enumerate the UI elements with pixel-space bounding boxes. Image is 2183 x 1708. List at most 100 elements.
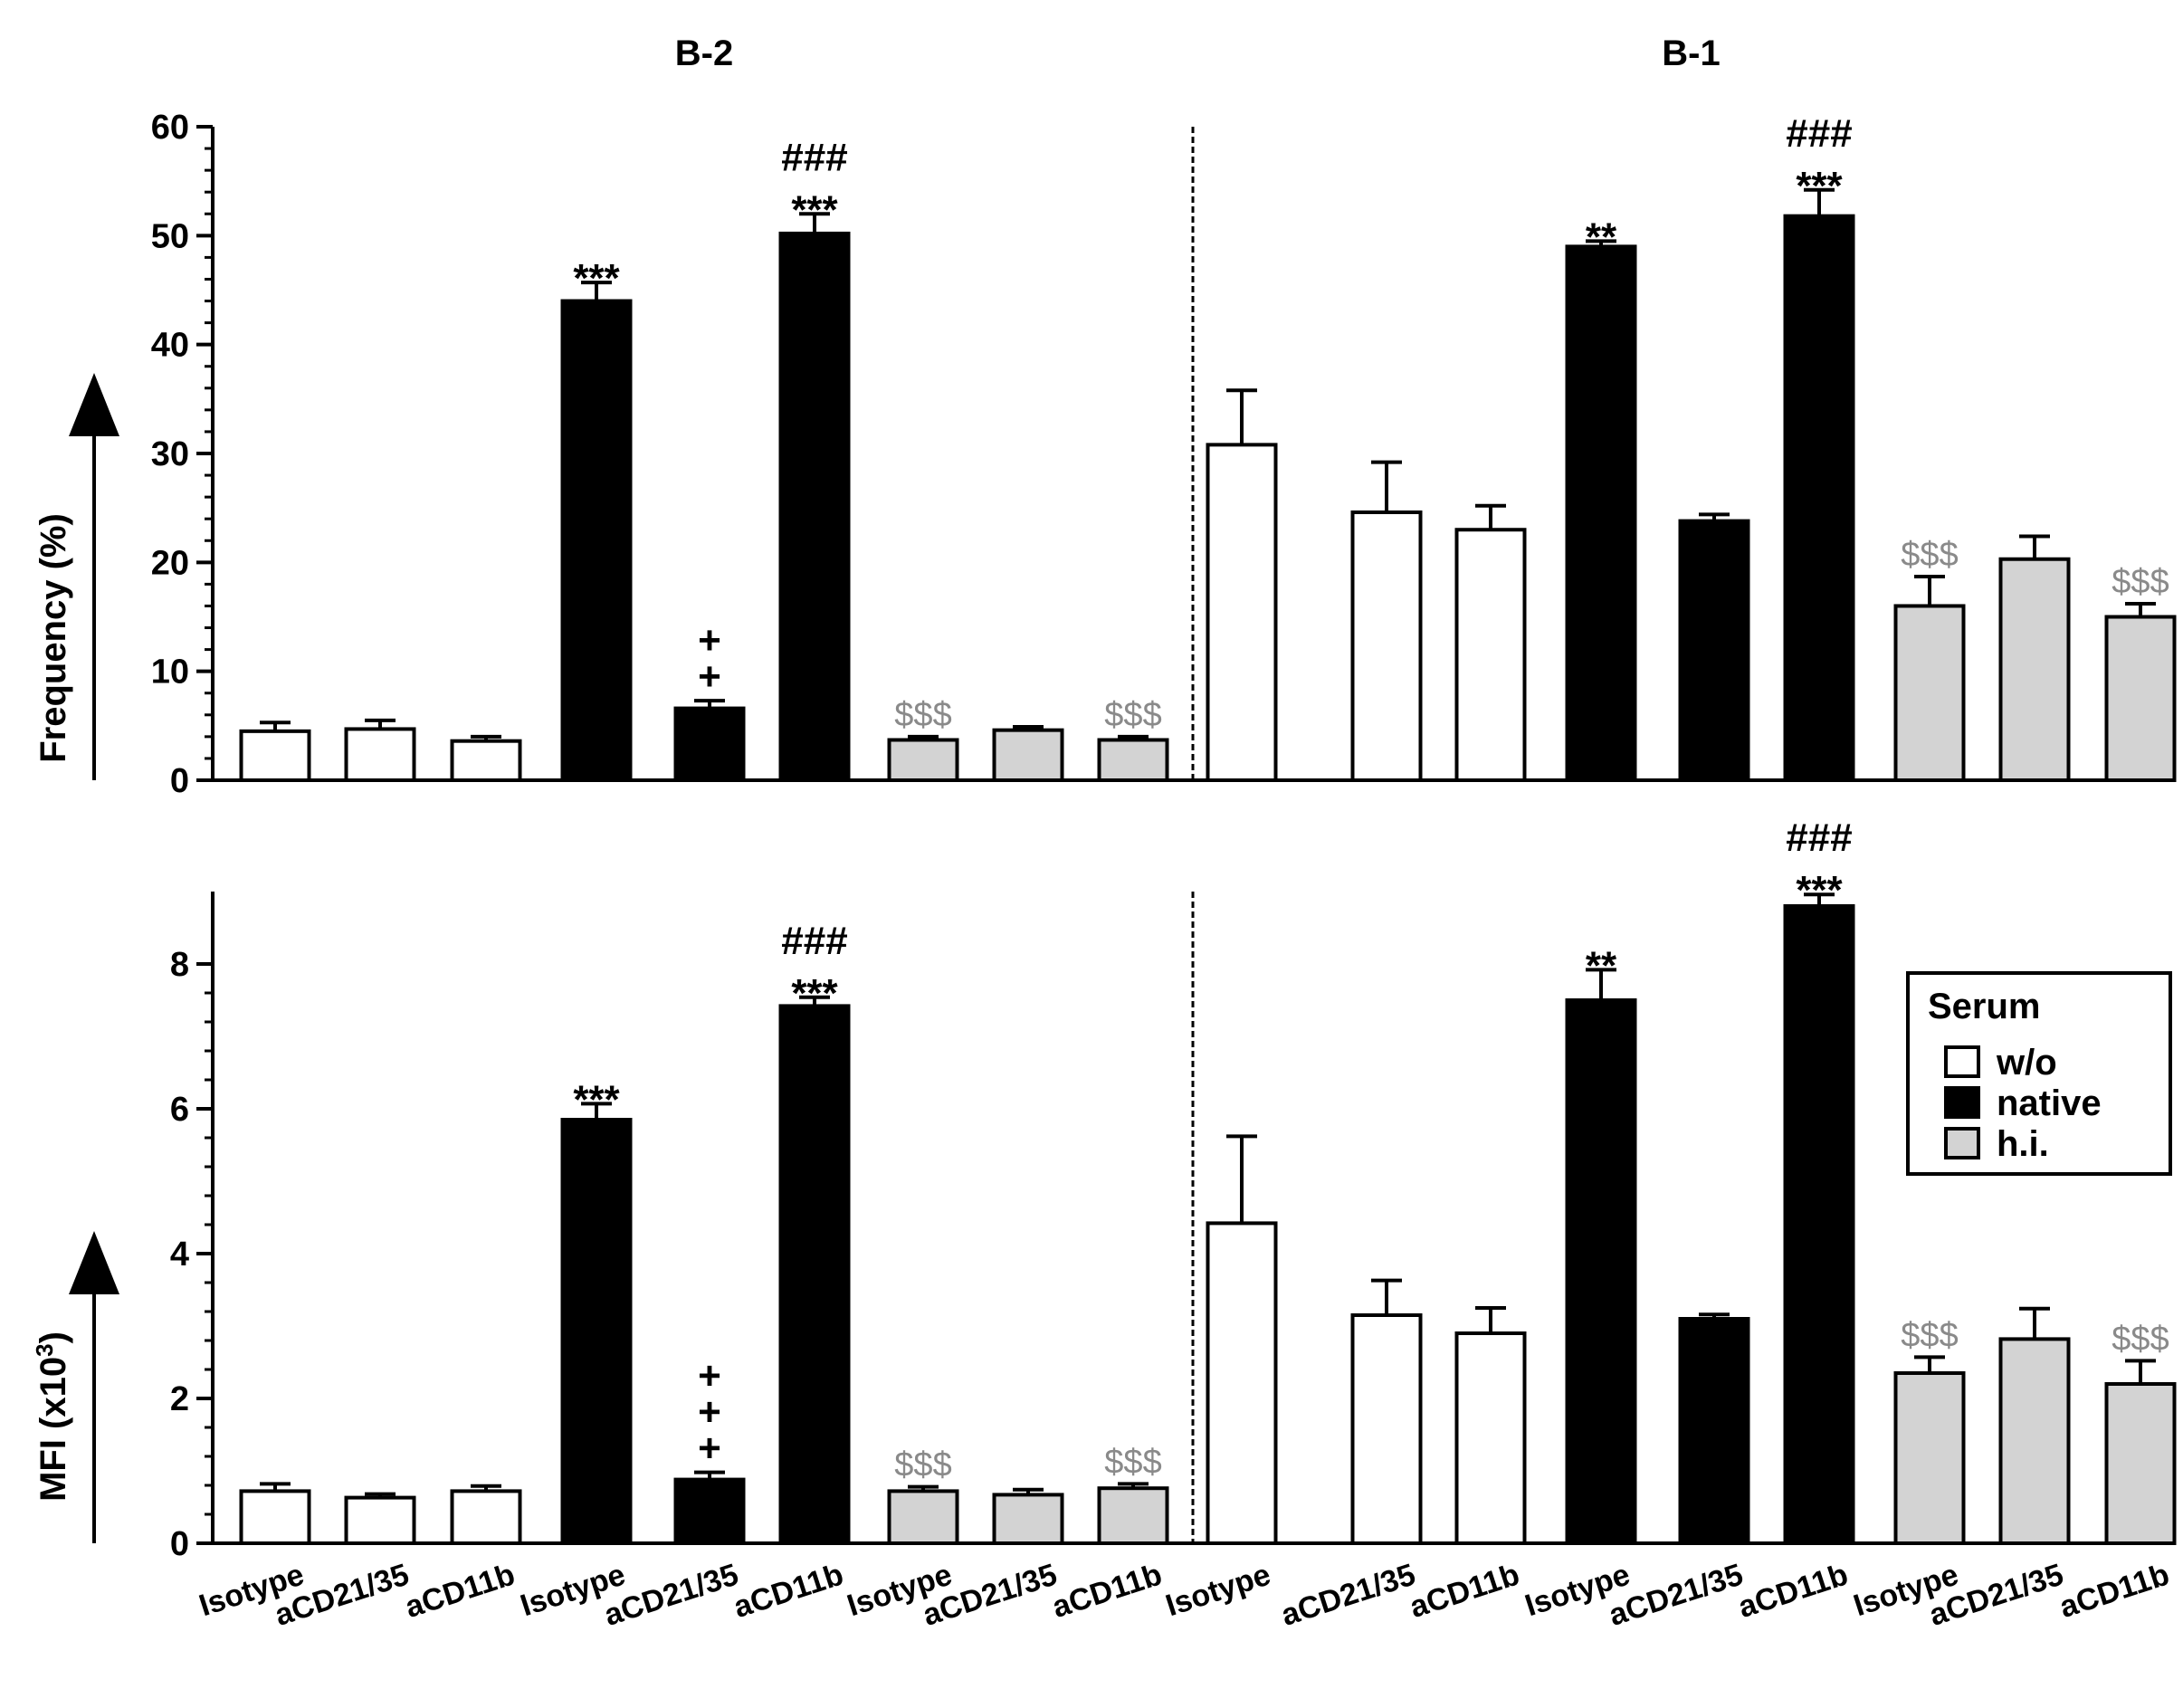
significance-annotation: $$$	[1901, 536, 1958, 574]
y-tick-label: 2	[170, 1380, 189, 1418]
bar	[239, 729, 311, 782]
y-axis-title-end: )	[33, 1331, 73, 1343]
bar	[2104, 615, 2177, 782]
legend-title: Serum	[1928, 987, 2041, 1026]
significance-annotation: ###	[781, 919, 847, 963]
significance-annotation: $$$	[2112, 563, 2169, 601]
x-tick-label: aCD21/35	[1277, 1557, 1419, 1632]
bar	[1097, 738, 1169, 783]
bar	[1206, 443, 1278, 782]
bar	[344, 727, 416, 783]
significance-annotation: ***	[791, 187, 838, 232]
significance-annotation: +	[698, 654, 721, 699]
significance-annotation: **	[1586, 943, 1617, 988]
bar	[1998, 557, 2071, 782]
bar	[1350, 1313, 1423, 1545]
bar	[887, 738, 959, 783]
y-tick-label: 40	[151, 327, 189, 365]
bars-layer	[239, 187, 2177, 1546]
group-title: B-1	[1662, 33, 1720, 73]
y-tick-label: 10	[151, 654, 189, 692]
y-axis-title: MFI (x103)	[31, 1331, 73, 1502]
bar	[992, 1493, 1064, 1546]
y-tick-label: 4	[170, 1236, 189, 1274]
significance-annotation: ***	[1796, 868, 1843, 912]
significance-annotation: ***	[791, 971, 838, 1016]
legend-label: native	[1997, 1083, 2102, 1123]
bar	[1783, 904, 1855, 1545]
y-tick-label: 8	[170, 946, 189, 984]
significance-annotation: ###	[781, 135, 847, 179]
bar	[560, 1118, 633, 1545]
significance-annotation: $$$	[2112, 1320, 2169, 1358]
significance-annotation: ***	[1796, 164, 1843, 208]
bar	[1783, 214, 1855, 782]
legend-label: h.i.	[1997, 1124, 2049, 1164]
bar	[778, 231, 851, 782]
bar	[344, 1495, 416, 1545]
bar	[992, 728, 1064, 782]
x-tick-label: aCD11b	[401, 1557, 519, 1625]
significance-annotation: $$$	[1104, 696, 1161, 734]
significance-annotation: +	[698, 618, 721, 663]
y-axis-arrow-head	[69, 1231, 119, 1294]
significance-annotation: ###	[1786, 816, 1852, 860]
y-tick-label: 20	[151, 544, 189, 582]
legend-swatch	[1944, 1086, 1980, 1119]
x-tick-label: aCD11b	[729, 1557, 847, 1625]
bar	[1893, 1371, 1966, 1545]
y-axis-title-text: Frequency (%)	[33, 513, 73, 763]
x-tick-label: aCD11b	[1406, 1557, 1523, 1625]
significance-annotation: ***	[573, 1077, 620, 1121]
bar	[1206, 1221, 1278, 1546]
legend-swatch	[1944, 1127, 1980, 1159]
y-axis-title-text: MFI (x10	[33, 1357, 73, 1502]
significance-annotation: $$$	[1104, 1443, 1161, 1481]
bar	[1454, 528, 1527, 782]
group-title: B-2	[675, 33, 733, 73]
bar	[1097, 1486, 1169, 1545]
significance-annotation: +	[698, 1354, 721, 1398]
bar	[1350, 510, 1423, 782]
bar	[778, 1004, 851, 1545]
x-tick-label: aCD11b	[1048, 1557, 1166, 1625]
significance-annotation: +	[698, 1390, 721, 1435]
legend-swatch	[1944, 1045, 1980, 1078]
bar	[1454, 1331, 1527, 1545]
bar	[450, 1489, 522, 1546]
y-axis-title-superscript: 3	[31, 1343, 58, 1356]
y-tick-label: 0	[170, 762, 189, 800]
significance-annotation: $$$	[1901, 1316, 1958, 1354]
x-tick-label: Isotype	[1162, 1557, 1275, 1623]
bar	[1678, 519, 1750, 783]
y-tick-label: 0	[170, 1525, 189, 1563]
significance-annotation: **	[1586, 215, 1617, 259]
bar	[2104, 1382, 2177, 1545]
x-tick-label: aCD11b	[1734, 1557, 1852, 1625]
significance-annotation: $$$	[894, 696, 951, 734]
y-tick-label: 50	[151, 217, 189, 255]
bar	[1565, 998, 1637, 1545]
bar	[239, 1489, 311, 1546]
y-tick-label: 60	[151, 109, 189, 147]
x-tick-label: aCD11b	[2055, 1557, 2173, 1625]
bar	[1893, 604, 1966, 783]
significance-annotation: $$$	[894, 1446, 951, 1484]
y-tick-label: 6	[170, 1091, 189, 1129]
bar	[450, 739, 522, 782]
bar	[1565, 244, 1637, 783]
bar	[560, 299, 633, 782]
bar	[673, 706, 746, 783]
significance-annotation: ***	[573, 256, 620, 301]
bar	[887, 1489, 959, 1546]
bar	[1998, 1337, 2071, 1546]
bar	[1678, 1317, 1750, 1545]
y-tick-label: 30	[151, 435, 189, 473]
legend-label: w/o	[1996, 1043, 2057, 1083]
significance-annotation: +	[698, 1427, 721, 1471]
bar	[673, 1477, 746, 1545]
significance-annotation: ###	[1786, 111, 1852, 156]
y-axis-arrow-head	[69, 373, 119, 436]
